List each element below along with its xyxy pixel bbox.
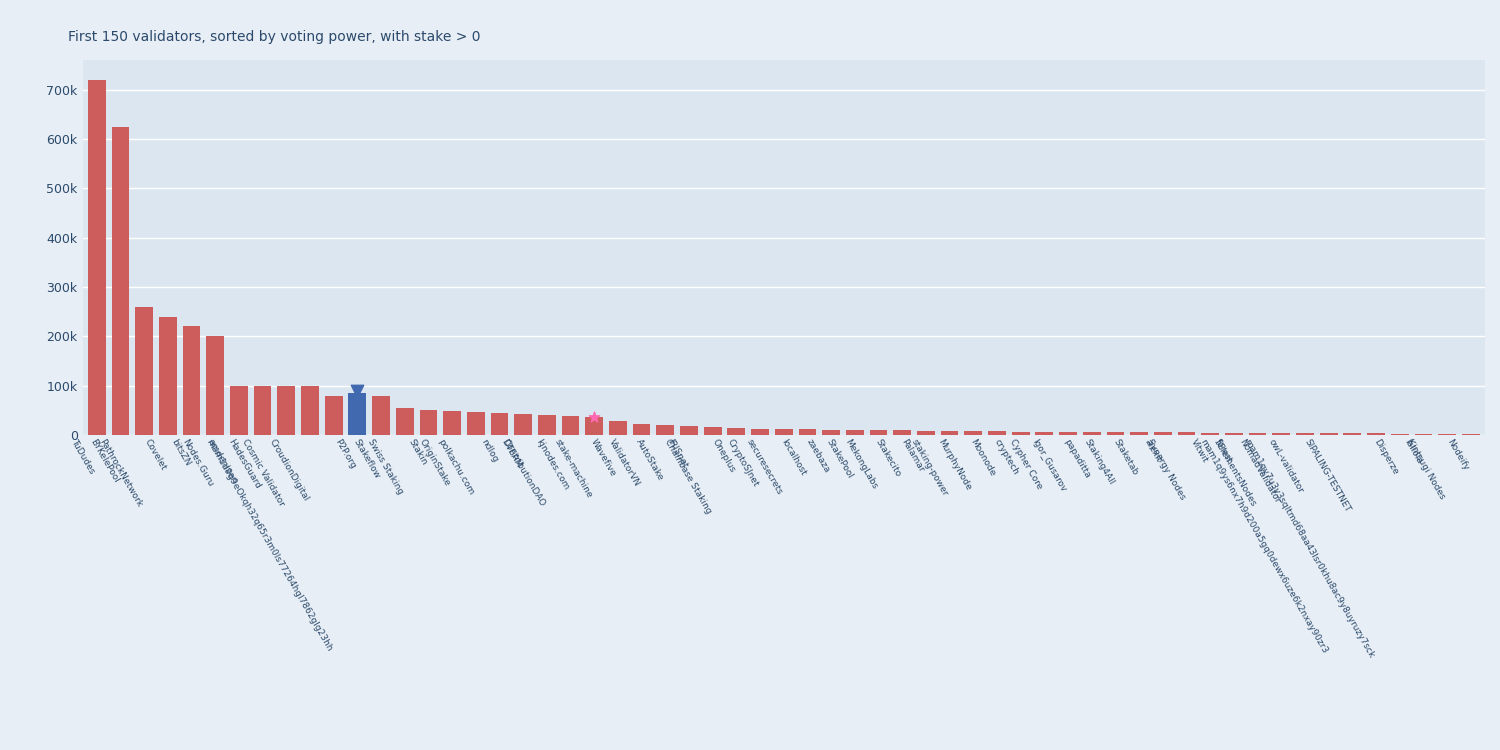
Bar: [1202, 433, 1219, 435]
Bar: [1296, 433, 1314, 435]
Bar: [561, 416, 579, 435]
Bar: [1248, 433, 1266, 435]
Bar: [964, 431, 982, 435]
Bar: [1035, 432, 1053, 435]
Bar: [846, 430, 864, 435]
Bar: [1390, 433, 1408, 435]
Bar: [1344, 433, 1360, 435]
Bar: [207, 336, 224, 435]
Bar: [396, 408, 414, 435]
Bar: [1083, 432, 1101, 435]
Bar: [633, 424, 651, 435]
Bar: [1414, 433, 1432, 435]
Bar: [1438, 434, 1456, 435]
Bar: [88, 80, 105, 435]
Bar: [111, 127, 129, 435]
Bar: [514, 414, 532, 435]
Bar: [466, 413, 484, 435]
Bar: [609, 422, 627, 435]
Bar: [1320, 433, 1338, 435]
Text: First 150 validators, sorted by voting power, with stake > 0: First 150 validators, sorted by voting p…: [68, 30, 480, 44]
Bar: [1154, 432, 1172, 435]
Bar: [348, 393, 366, 435]
Bar: [490, 413, 508, 435]
Bar: [302, 386, 320, 435]
Bar: [1013, 431, 1029, 435]
Bar: [159, 316, 177, 435]
Bar: [1178, 433, 1196, 435]
Bar: [442, 411, 460, 435]
Bar: [988, 431, 1006, 435]
Bar: [940, 430, 958, 435]
Bar: [704, 427, 722, 435]
Bar: [1226, 433, 1244, 435]
Bar: [183, 326, 201, 435]
Bar: [538, 416, 555, 435]
Bar: [798, 429, 816, 435]
Bar: [1107, 432, 1125, 435]
Bar: [135, 307, 153, 435]
Bar: [278, 386, 296, 435]
Bar: [870, 430, 888, 435]
Bar: [1059, 432, 1077, 435]
Bar: [585, 417, 603, 435]
Bar: [1130, 432, 1148, 435]
Bar: [420, 410, 438, 435]
Point: [345, 385, 369, 397]
Bar: [728, 428, 746, 435]
Bar: [822, 430, 840, 435]
Bar: [752, 429, 770, 435]
Bar: [680, 426, 698, 435]
Bar: [916, 430, 934, 435]
Bar: [324, 395, 342, 435]
Bar: [776, 429, 792, 435]
Bar: [372, 395, 390, 435]
Bar: [657, 425, 674, 435]
Point: [582, 411, 606, 423]
Bar: [230, 386, 248, 435]
Bar: [1462, 434, 1479, 435]
Bar: [1272, 433, 1290, 435]
Bar: [254, 386, 272, 435]
Bar: [1366, 433, 1384, 435]
Bar: [894, 430, 910, 435]
